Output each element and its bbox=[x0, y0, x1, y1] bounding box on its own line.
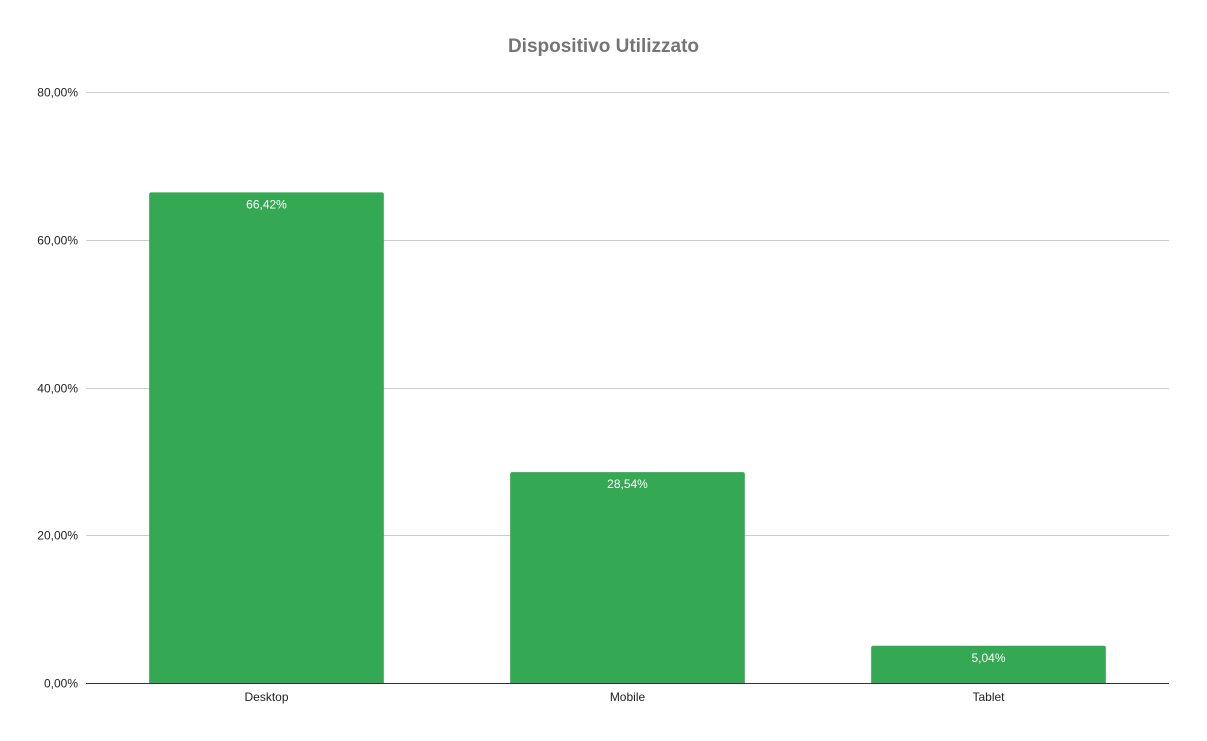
y-tick-label: 0,00% bbox=[44, 677, 78, 691]
bar-desktop bbox=[149, 192, 384, 683]
x-tick-label: Desktop bbox=[244, 690, 288, 704]
x-tick-label: Tablet bbox=[972, 690, 1005, 704]
bar-tablet bbox=[871, 645, 1106, 683]
x-tick-label: Mobile bbox=[610, 690, 646, 704]
chart-title: Dispositivo Utilizzato bbox=[507, 36, 700, 57]
data-label: 66,42% bbox=[246, 197, 287, 211]
y-tick-label: 20,00% bbox=[37, 529, 78, 543]
y-tick-label: 40,00% bbox=[37, 382, 78, 396]
y-tick-label: 80,00% bbox=[37, 86, 78, 100]
bar-mobile bbox=[510, 472, 745, 683]
data-label: 28,54% bbox=[607, 477, 648, 491]
data-label: 5,04% bbox=[971, 651, 1005, 665]
y-tick-label: 60,00% bbox=[37, 234, 78, 248]
